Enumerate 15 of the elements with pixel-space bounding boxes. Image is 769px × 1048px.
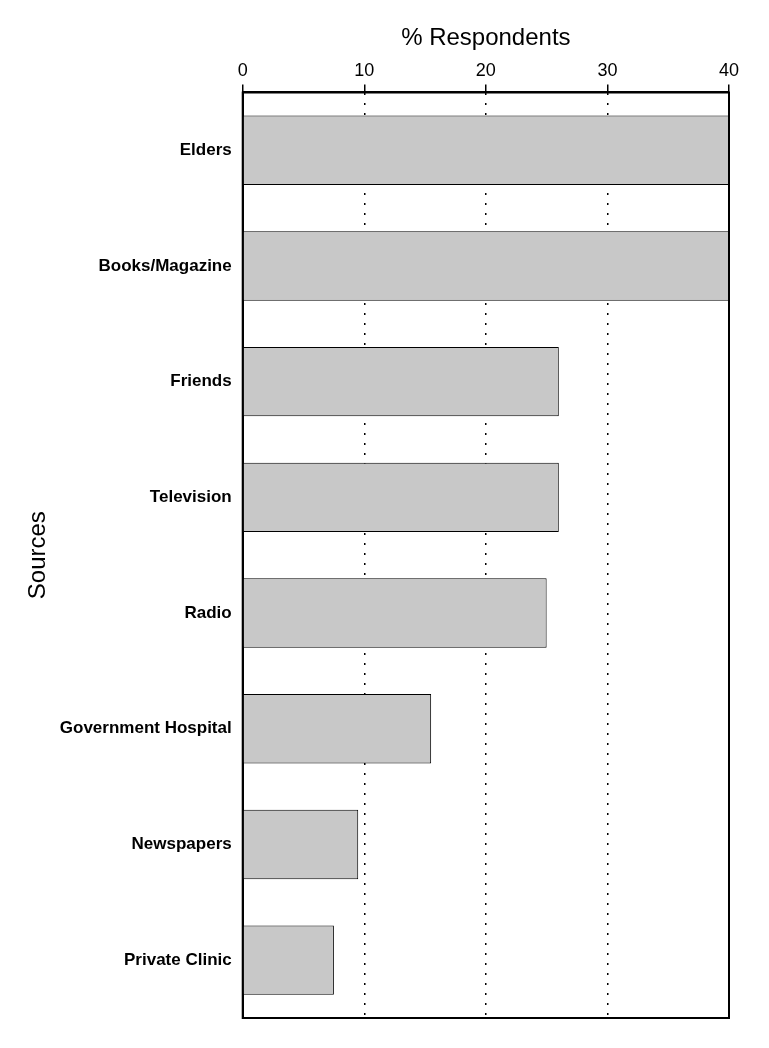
y-tick-label: Friends	[170, 371, 232, 391]
y-tick-label: Television	[149, 487, 232, 507]
y-tick-label: Books/Magazine	[98, 255, 232, 275]
x-tick-label: 40	[718, 59, 740, 80]
y-axis-title: Sources	[23, 511, 51, 600]
y-tick-label: Newspapers	[131, 834, 232, 854]
y-tick-label: Elders	[179, 139, 232, 159]
x-tick-label: 0	[237, 59, 248, 80]
x-axis-title: % Respondents	[401, 23, 571, 51]
x-tick-label: 10	[354, 59, 375, 80]
y-tick-label: Radio	[184, 602, 232, 622]
y-tick-label: Government Hospital	[59, 718, 232, 738]
x-tick-label: 20	[475, 59, 496, 80]
x-tick-label: 30	[597, 59, 618, 80]
y-tick-label: Private Clinic	[124, 949, 232, 969]
